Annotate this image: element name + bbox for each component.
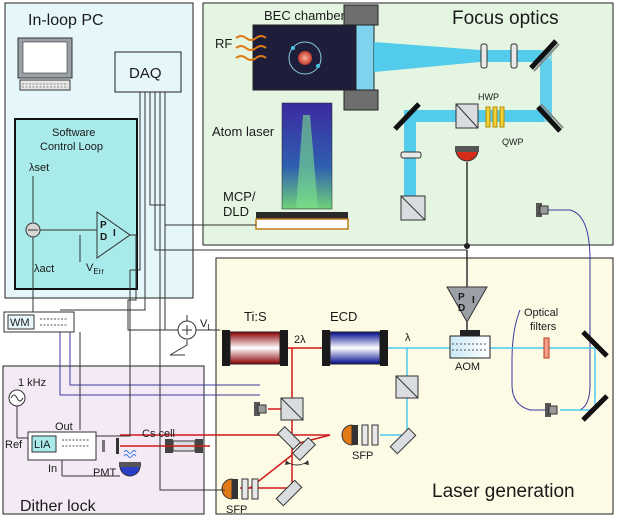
crossing-beam	[540, 50, 552, 122]
svg-text:D: D	[100, 232, 107, 243]
aom-device	[449, 330, 491, 359]
mcp-label-line2: DLD	[223, 204, 249, 219]
svg-text:I: I	[472, 295, 475, 306]
beam-splitter-laser-1	[395, 375, 419, 399]
photodiode-focus	[455, 146, 479, 249]
pid-controller-laser: P D I	[446, 250, 488, 330]
sfp-cavity-2	[221, 478, 259, 500]
dld-detector	[255, 218, 349, 230]
atom-laser-label: Atom laser	[212, 124, 275, 139]
lia-device	[27, 431, 97, 461]
dither-wires	[79, 270, 225, 491]
qwp-plate-1	[492, 106, 498, 128]
wm-label: WM	[10, 317, 30, 329]
bec-chamber-label: BEC chamber	[264, 8, 346, 23]
tis-label: Ti:S	[244, 309, 267, 324]
mcp-detector	[256, 212, 348, 219]
sfp-label-2: SFP	[226, 504, 247, 516]
hwp-label: HWP	[478, 92, 499, 102]
lambda-set-label: λset	[29, 162, 49, 174]
v-err-label: VErr	[86, 262, 104, 276]
in-label: In	[48, 463, 57, 475]
software-control-loop-panel	[14, 118, 138, 290]
mirror-laser-1	[389, 427, 417, 455]
focus-optics-title: Focus optics	[452, 8, 559, 29]
summing-junction-software	[25, 176, 97, 294]
signal-wires	[32, 92, 467, 356]
laser-generation-title: Laser generation	[432, 481, 575, 502]
wavemeter-device	[3, 311, 75, 333]
pmt-device	[119, 450, 141, 477]
bec-atom-icon	[288, 41, 322, 75]
svg-text:P: P	[100, 220, 107, 231]
sfp-label-1: SFP	[352, 450, 373, 462]
ecd-cavity	[322, 330, 388, 366]
svg-text:D: D	[458, 303, 465, 314]
blue-wires	[59, 209, 591, 411]
focus-lens-3	[400, 151, 422, 159]
aom-label: AOM	[455, 361, 480, 373]
lia-label: LIA	[34, 439, 51, 451]
fiber-coupler-laser-1	[254, 402, 267, 416]
mcp-label-line1: MCP/	[223, 189, 256, 204]
mirror-laser-5	[276, 425, 317, 466]
in-loop-pc-title: In-loop PC	[28, 12, 104, 29]
qwp-plate-2	[499, 106, 505, 128]
summing-junction-vl	[177, 320, 197, 340]
oscillator-icon	[8, 389, 28, 439]
optical-filter	[543, 337, 550, 359]
fiber-coupler-laser-2	[545, 403, 558, 417]
beam-splitter-focus-top	[455, 103, 479, 129]
dither-lock-title: Dither lock	[20, 498, 97, 515]
beam-splitter-focus-bottom	[400, 195, 426, 221]
mirror-left-mid	[393, 102, 421, 131]
rf-label: RF	[215, 36, 232, 51]
cs-cell-label: Cs cell	[142, 428, 175, 440]
tis-laser	[222, 330, 288, 366]
two-lambda-label: 2λ	[294, 334, 306, 346]
software-loop-title-line1: Software	[52, 127, 95, 139]
ecd-label: ECD	[330, 309, 357, 324]
svg-text:P: P	[458, 292, 465, 303]
ref-label: Ref	[5, 439, 23, 451]
v-l-label: VL	[200, 318, 212, 332]
pid-controller-software: P D I	[79, 211, 131, 262]
one-khz-label: 1 kHz	[18, 377, 46, 389]
mirror-laser-4	[275, 479, 303, 507]
rf-waves-icon	[235, 35, 267, 61]
fiber-coupler-focus	[536, 203, 570, 217]
optical-filters-label-line1: Optical	[524, 307, 558, 319]
mirror-top-right	[529, 39, 560, 72]
lambda-act-label: λact	[34, 263, 54, 275]
out-label: Out	[55, 421, 73, 433]
pmt-label: PMT	[93, 467, 117, 479]
lambda-label: λ	[405, 332, 411, 344]
hwp-plate	[485, 106, 491, 128]
optical-filters-label-line2: filters	[530, 321, 557, 333]
sfp-cavity-1	[341, 424, 379, 446]
mirror-laser-2	[581, 330, 609, 358]
qwp-label: QWP	[502, 137, 524, 147]
focus-lens-1	[480, 43, 488, 69]
software-loop-title-line2: Control Loop	[40, 141, 103, 153]
mirror-laser-3	[581, 394, 609, 422]
daq-label: DAQ	[129, 65, 162, 82]
focus-lens-2	[510, 43, 518, 69]
daq-box	[114, 51, 182, 93]
beam-splitter-laser-2	[280, 397, 304, 421]
mirror-right-mid	[536, 103, 564, 133]
svg-text:I: I	[113, 228, 116, 239]
computer-icon	[17, 37, 73, 91]
filter-plate-dither	[102, 438, 119, 454]
